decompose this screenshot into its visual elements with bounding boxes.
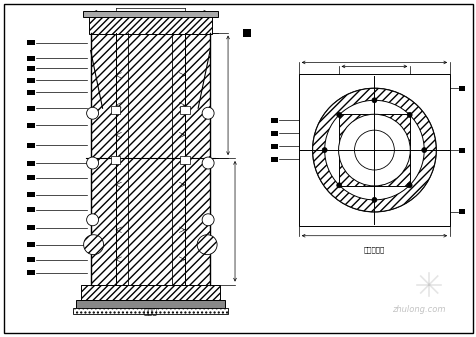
Bar: [270, 144, 277, 149]
Polygon shape: [115, 33, 185, 284]
Circle shape: [202, 157, 214, 169]
Circle shape: [87, 107, 99, 119]
Bar: [180, 106, 190, 114]
Circle shape: [87, 157, 99, 169]
Bar: [82, 11, 218, 17]
Circle shape: [354, 130, 394, 170]
Bar: [89, 16, 212, 34]
Bar: [76, 301, 225, 308]
Circle shape: [202, 107, 214, 119]
Bar: [270, 131, 277, 135]
Bar: [27, 106, 35, 111]
Bar: [27, 123, 35, 128]
Circle shape: [336, 183, 341, 188]
Bar: [298, 74, 449, 226]
Circle shape: [197, 235, 217, 255]
Text: 节点截面图: 节点截面图: [363, 246, 384, 253]
Bar: [27, 143, 35, 148]
Bar: [27, 242, 35, 247]
Circle shape: [83, 235, 103, 255]
Circle shape: [312, 88, 435, 212]
Bar: [27, 78, 35, 83]
Circle shape: [407, 183, 411, 188]
Bar: [458, 86, 464, 91]
Bar: [27, 40, 35, 45]
Bar: [72, 308, 228, 314]
Bar: [27, 270, 35, 275]
Bar: [458, 209, 464, 214]
Bar: [338, 114, 409, 186]
Polygon shape: [90, 33, 115, 284]
Bar: [27, 176, 35, 180]
Bar: [110, 156, 120, 164]
Circle shape: [421, 148, 426, 153]
Bar: [27, 192, 35, 197]
Bar: [180, 156, 190, 164]
Circle shape: [87, 214, 99, 226]
Bar: [458, 148, 464, 153]
Circle shape: [202, 214, 214, 226]
Bar: [270, 157, 277, 161]
Circle shape: [371, 98, 376, 103]
Circle shape: [336, 112, 341, 117]
Bar: [27, 56, 35, 61]
Polygon shape: [185, 33, 209, 284]
Bar: [27, 225, 35, 230]
Bar: [27, 66, 35, 71]
Bar: [110, 106, 120, 114]
Circle shape: [321, 148, 327, 153]
Bar: [27, 90, 35, 95]
Text: zhulong.com: zhulong.com: [392, 305, 445, 314]
Bar: [27, 207, 35, 212]
Circle shape: [371, 197, 376, 202]
Circle shape: [338, 114, 409, 186]
Bar: [27, 257, 35, 262]
Bar: [270, 118, 277, 123]
Bar: [80, 284, 219, 301]
Bar: [27, 160, 35, 165]
Circle shape: [312, 88, 435, 212]
Circle shape: [407, 112, 411, 117]
Bar: [242, 29, 250, 36]
Text: 剥面图: 剥面图: [143, 307, 157, 316]
Circle shape: [324, 100, 423, 200]
